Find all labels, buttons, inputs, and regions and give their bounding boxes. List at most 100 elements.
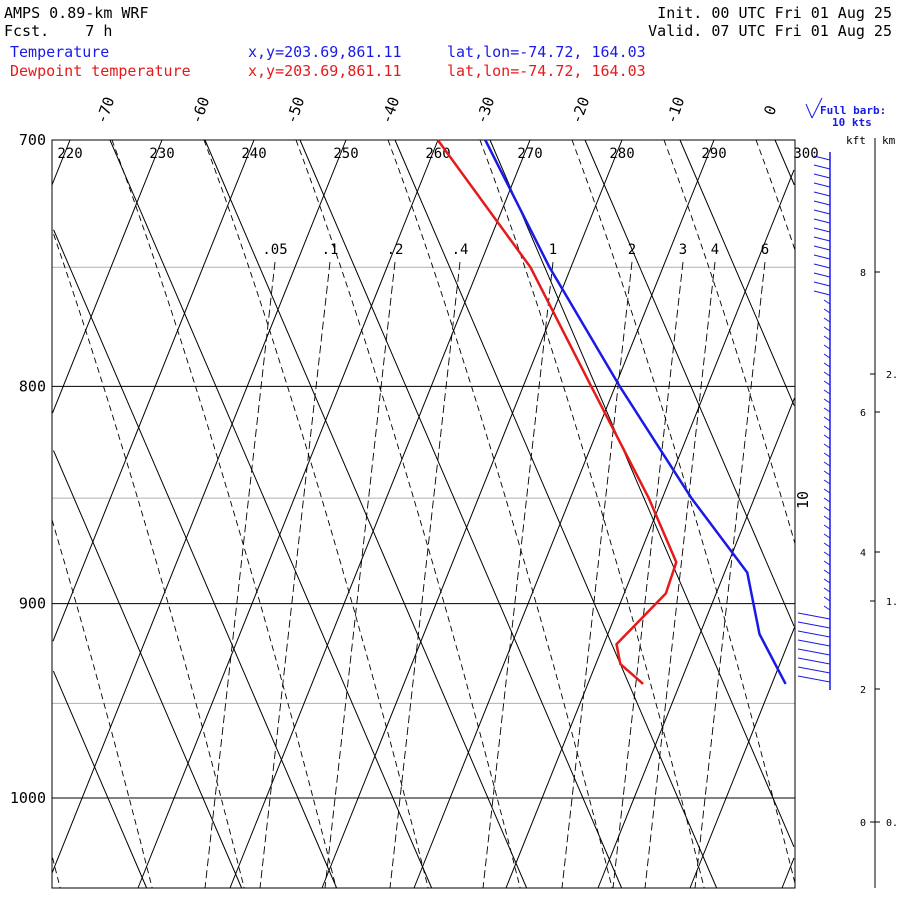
wind-barb	[797, 648, 831, 656]
moist-adiabat-line	[52, 518, 153, 888]
wind-barb	[797, 657, 831, 665]
mixing-ratio-line	[694, 261, 766, 888]
isotherm-line	[584, 139, 795, 627]
wind-barb	[823, 488, 831, 494]
moist-adiabat-line	[479, 140, 705, 888]
wind-barb	[813, 227, 831, 233]
isotherm-line	[53, 450, 243, 889]
init-time: Init. 00 UTC Fri 01 Aug 25	[657, 4, 892, 22]
wind-barb	[813, 254, 831, 260]
wind-barb	[823, 569, 831, 575]
wind-barb	[823, 542, 831, 548]
kft-tick-label: 6	[860, 408, 866, 419]
wind-barb	[823, 506, 831, 512]
temperature-tick-label: -10	[662, 94, 688, 126]
dry-adiabat-line	[51, 139, 71, 186]
wind-barb	[823, 425, 831, 431]
pressure-label: 700	[19, 131, 46, 149]
wind-barb	[823, 479, 831, 485]
kft-tick-label: 2	[860, 685, 866, 696]
moist-adiabat-line	[111, 140, 337, 888]
wind-barb	[823, 398, 831, 404]
isotherm-line	[52, 670, 148, 889]
mixing-ratio-line	[259, 261, 331, 888]
mixing-ratio-label: .1	[322, 242, 339, 258]
kft-tick-label: 4	[860, 548, 866, 559]
wind-barb	[823, 353, 831, 359]
isotherm-line	[109, 139, 433, 889]
kft-tick-label: 0	[860, 818, 866, 829]
theta-label: 270	[517, 146, 542, 162]
wind-barb	[823, 389, 831, 395]
dry-adiabat-line	[51, 139, 347, 874]
wind-barb	[823, 308, 831, 314]
temperature-tick-label: -70	[92, 94, 118, 126]
mixing-ratio-label: .2	[387, 242, 404, 258]
isotherm-line	[679, 139, 795, 406]
moist-adiabat-line	[203, 140, 429, 888]
km-tick-label: 2.	[886, 370, 898, 381]
wind-barb	[823, 560, 831, 566]
wind-barb	[823, 461, 831, 467]
theta-label: 230	[149, 146, 174, 162]
pressure-label: 900	[19, 595, 46, 613]
legend-dewpoint: Dewpoint temperature	[10, 62, 191, 80]
mixing-ratio-label: .4	[452, 242, 469, 258]
dewpoint-xy: x,y=203.69,861.11	[248, 62, 402, 80]
wind-barb	[797, 621, 831, 629]
temperature-tick-label: -20	[567, 94, 593, 126]
wind-barb	[813, 191, 831, 197]
wind-barb	[813, 290, 831, 296]
temperature-latlon: lat,lon=-74.72, 164.03	[447, 43, 646, 61]
moist-adiabat-line	[571, 140, 795, 886]
temperature-tick-label: -40	[377, 94, 403, 126]
theta-label: 250	[333, 146, 358, 162]
wind-legend-label: Full barb:	[820, 104, 886, 117]
wind-barb	[823, 596, 831, 602]
wind-barb	[797, 639, 831, 647]
wind-barb	[813, 209, 831, 215]
wind-legend-units: 10 kts	[832, 116, 872, 129]
wind-barb	[823, 371, 831, 377]
moist-adiabat-line	[52, 853, 61, 888]
dry-adiabat-line	[781, 857, 795, 889]
dry-adiabat-line	[52, 139, 163, 414]
mixing-ratio-line	[204, 261, 276, 888]
pressure-label: 800	[19, 377, 46, 395]
wind-barb	[823, 452, 831, 458]
wind-barb	[823, 605, 831, 611]
wind-barb	[813, 164, 831, 170]
mixing-ratio-line	[482, 261, 554, 888]
kft-axis-label: kft	[846, 134, 866, 147]
pressure-label: 1000	[10, 789, 46, 807]
mixing-ratio-line	[612, 261, 684, 888]
dry-adiabat-line	[229, 139, 531, 889]
dry-adiabat-line	[689, 626, 796, 889]
extra-isotherm-label: 10	[794, 491, 812, 509]
isotherms	[52, 139, 795, 889]
km-axis-label: km	[882, 134, 896, 147]
mixing-ratio-label: 4	[711, 242, 719, 258]
mixing-ratio-line	[389, 261, 461, 888]
moist-adiabat-line	[848, 140, 900, 888]
theta-label: 290	[701, 146, 726, 162]
wind-barb	[823, 551, 831, 557]
isotherm-line	[489, 139, 795, 848]
mixing-ratio-label: 2	[628, 242, 636, 258]
kft-tick-label: 8	[860, 268, 866, 279]
wind-barb	[813, 182, 831, 188]
isotherm-line	[204, 139, 528, 889]
wind-barb	[813, 155, 831, 161]
km-tick-label: 0.	[886, 818, 898, 829]
forecast-hour: Fcst. 7 h	[4, 22, 113, 40]
wind-barb	[823, 416, 831, 422]
wind-barb	[823, 317, 831, 323]
km-tick-label: 1.	[886, 597, 898, 608]
wind-barb	[813, 263, 831, 269]
mixing-ratio-label: 1	[549, 242, 557, 258]
wind-barb	[823, 344, 831, 350]
dry-adiabat-line	[413, 139, 715, 889]
moist-adiabats	[52, 140, 900, 888]
wind-barb	[823, 326, 831, 332]
